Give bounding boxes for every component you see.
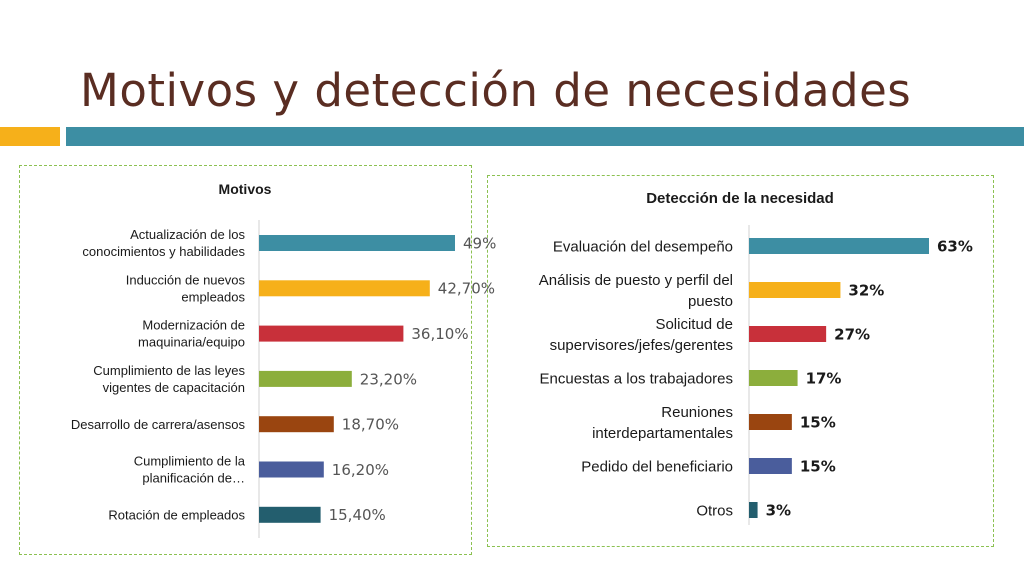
bar [749,414,792,430]
bar [749,282,841,298]
chart-motivos: Motivos 49% Actualización de los conocimien… [71,181,496,538]
panel-deteccion [487,175,994,547]
category-label: Solicitud de supervisores/jefes/gerentes [550,316,733,354]
data-label: 63% [937,237,973,255]
bar [259,416,334,433]
category-label: Evaluación del desempeño [553,238,733,255]
category-label: Encuestas a los trabajadores [540,370,733,387]
data-label: 3% [766,501,791,519]
data-label: 49% [463,234,496,252]
data-label: 42,70% [438,280,495,298]
category-label: Cumplimiento de las leyes vigentes de cap… [93,363,245,395]
data-label: 17% [806,369,842,387]
category-label: Actualización de los conocimientos y habi… [82,227,245,259]
bar [749,502,758,518]
chart-deteccion: Detección de la necesidad 63% Evaluación d… [539,190,973,525]
category-label: Inducción de nuevos empleados [126,272,246,304]
data-label: 15,40% [329,506,386,524]
slide-title: Motivos y detección de necesidades [80,64,912,117]
chart-title: Motivos [219,181,272,197]
data-label: 23,20% [360,370,417,388]
category-label: Otros [696,502,733,519]
bar [749,370,798,386]
category-label: Cumplimiento de la planificación de… [134,454,246,486]
bar [259,370,352,387]
bar [259,235,455,251]
category-label: Pedido del beneficiario [581,458,733,475]
data-label: 32% [848,281,884,299]
data-label: 16,20% [332,461,389,479]
bar [259,506,321,523]
bar [749,458,792,474]
chart-title: Detección de la necesidad [646,190,834,207]
bar [259,461,324,478]
bar [749,238,929,254]
data-label: 18,70% [342,416,399,434]
bar [749,326,827,342]
category-label: Modernización de maquinaria/equipo [138,318,245,350]
data-label: 27% [834,325,870,343]
category-label: Desarrollo de carrera/asensos [71,417,246,432]
accent-band-orange [0,127,60,146]
data-label: 36,10% [411,325,468,343]
data-label: 15% [800,457,836,475]
bar [259,325,404,342]
category-label: Reuniones interdepartamentales [592,404,733,442]
bar [259,280,430,297]
accent-band-teal [66,127,1024,146]
data-label: 15% [800,413,836,431]
category-label: Rotación de empleados [108,507,245,522]
panel-motivos [19,165,472,555]
category-label: Análisis de puesto y perfil del puesto [539,272,733,310]
